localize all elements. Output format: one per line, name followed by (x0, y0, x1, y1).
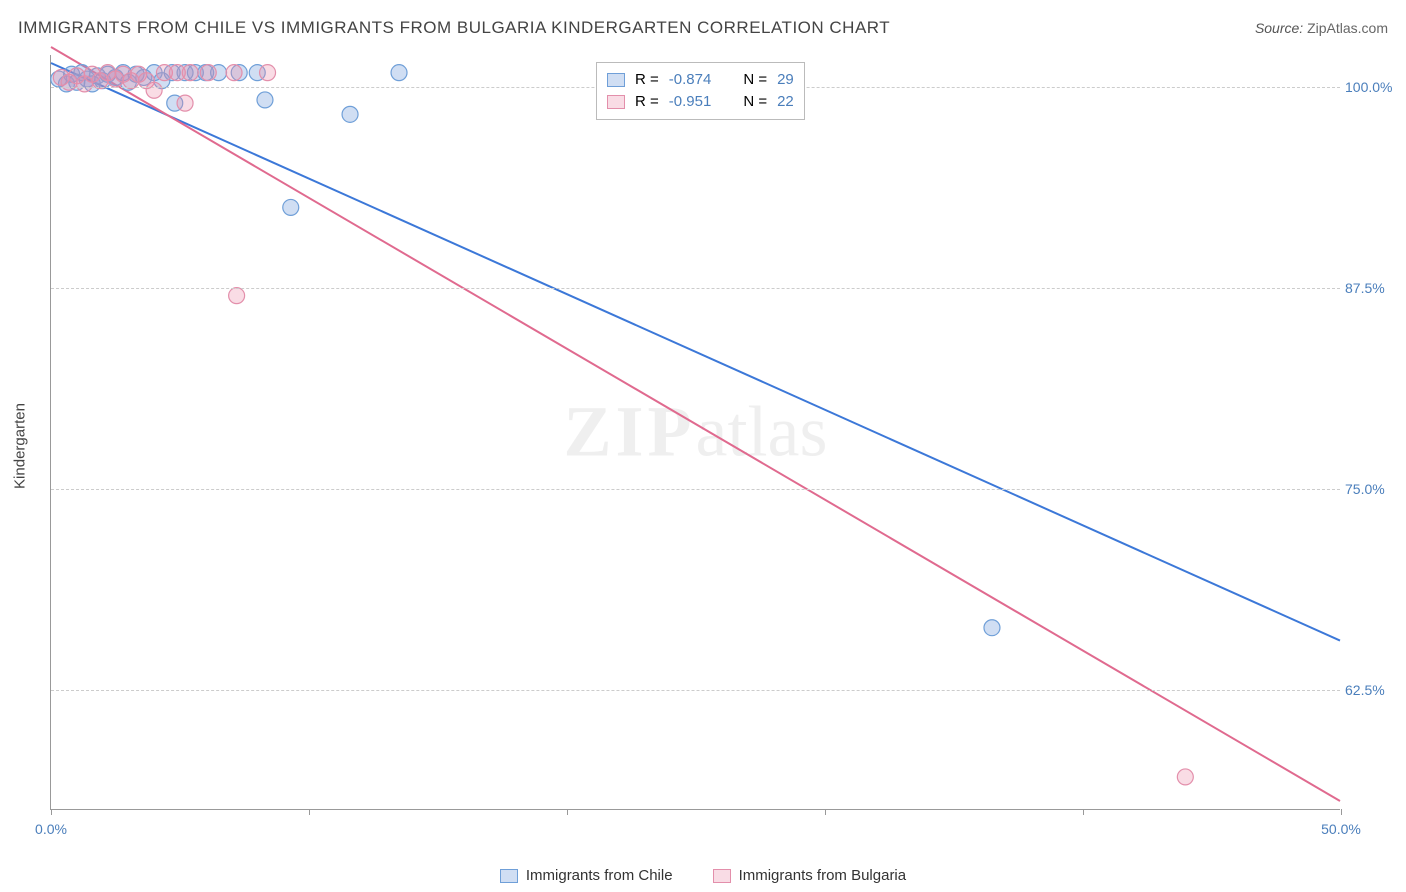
gridline (51, 489, 1340, 490)
gridline (51, 288, 1340, 289)
legend-r-label: R = (635, 91, 659, 113)
data-point (229, 288, 245, 304)
legend-r-value: -0.874 (669, 69, 712, 91)
series-name: Immigrants from Bulgaria (739, 867, 907, 884)
data-point (177, 95, 193, 111)
x-tick (51, 809, 52, 815)
data-point (146, 82, 162, 98)
source-value: ZipAtlas.com (1307, 20, 1388, 36)
source-label: Source: (1255, 20, 1303, 36)
data-point (984, 620, 1000, 636)
y-axis-label: Kindergarten (12, 403, 29, 489)
x-tick (1083, 809, 1084, 815)
legend-swatch (607, 73, 625, 87)
legend-n-value: 29 (777, 69, 794, 91)
legend-n-label: N = (743, 69, 767, 91)
x-tick (309, 809, 310, 815)
y-tick-label: 100.0% (1345, 79, 1400, 95)
chart-title: IMMIGRANTS FROM CHILE VS IMMIGRANTS FROM… (18, 18, 890, 38)
legend-n-label: N = (743, 91, 767, 113)
x-tick-label: 0.0% (35, 821, 67, 837)
data-point (257, 92, 273, 108)
x-tick (1341, 809, 1342, 815)
legend-r-label: R = (635, 69, 659, 91)
y-tick-label: 87.5% (1345, 280, 1400, 296)
y-tick-label: 62.5% (1345, 682, 1400, 698)
gridline (51, 690, 1340, 691)
source: Source: ZipAtlas.com (1255, 20, 1388, 36)
legend-swatch (500, 869, 518, 883)
data-point (260, 65, 276, 81)
legend-bottom: Immigrants from Chile Immigrants from Bul… (0, 867, 1406, 884)
data-point (283, 199, 299, 215)
legend-correlation-box: R = -0.874 N = 29 R = -0.951 N = 22 (596, 62, 805, 120)
plot-svg (51, 55, 1340, 809)
data-point (1177, 769, 1193, 785)
legend-row: R = -0.951 N = 22 (607, 91, 794, 113)
legend-row: R = -0.874 N = 29 (607, 69, 794, 91)
series-name: Immigrants from Chile (526, 867, 673, 884)
legend-n-value: 22 (777, 91, 794, 113)
regression-line (51, 47, 1340, 801)
regression-line (51, 63, 1340, 641)
x-tick-label: 50.0% (1321, 821, 1361, 837)
x-tick (825, 809, 826, 815)
plot-area: ZIPatlas 62.5%75.0%87.5%100.0% 0.0%50.0%… (50, 55, 1340, 810)
legend-bottom-item: Immigrants from Bulgaria (713, 867, 907, 884)
data-point (342, 106, 358, 122)
data-point (391, 65, 407, 81)
legend-swatch (713, 869, 731, 883)
legend-r-value: -0.951 (669, 91, 712, 113)
data-point (226, 65, 242, 81)
legend-bottom-item: Immigrants from Chile (500, 867, 673, 884)
y-tick-label: 75.0% (1345, 481, 1400, 497)
data-point (182, 65, 198, 81)
legend-swatch (607, 95, 625, 109)
data-point (200, 65, 216, 81)
x-tick (567, 809, 568, 815)
